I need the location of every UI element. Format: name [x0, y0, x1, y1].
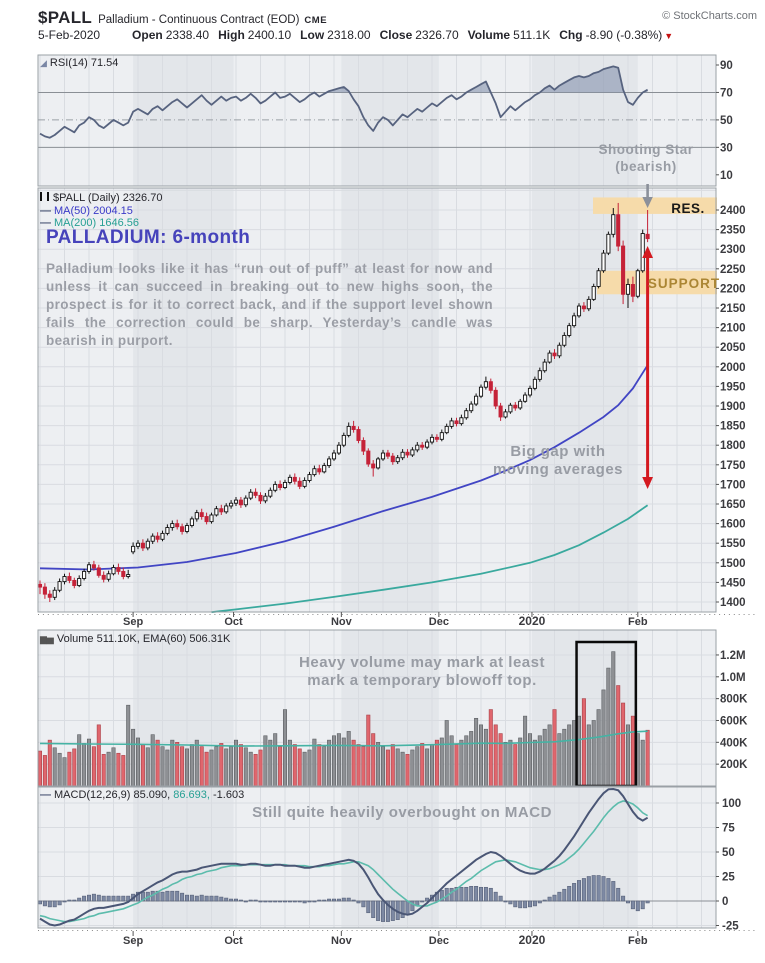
- svg-text:800K: 800K: [720, 694, 748, 706]
- svg-text:Oct: Oct: [224, 935, 243, 947]
- svg-text:Dec: Dec: [429, 935, 449, 947]
- macd-overbought-note: Still quite heavily overbought on MACD: [252, 804, 552, 821]
- svg-text:1400: 1400: [720, 597, 746, 609]
- svg-text:2400: 2400: [720, 205, 746, 217]
- chart-date: 5-Feb-2020: [38, 28, 101, 42]
- svg-text:50: 50: [722, 847, 735, 859]
- svg-text:1600: 1600: [720, 519, 746, 531]
- exchange-label: CME: [304, 15, 328, 26]
- big-gap-note-line2: moving averages: [492, 461, 624, 478]
- svg-text:1650: 1650: [720, 499, 746, 511]
- svg-text:2050: 2050: [720, 342, 746, 354]
- big-gap-note-line1: Big gap with: [510, 443, 606, 460]
- shooting-star-note-line1: Shooting Star: [598, 142, 694, 157]
- price-legend-ma50: — MA(50) 2004.15: [40, 204, 133, 217]
- svg-text:Dec: Dec: [429, 616, 449, 628]
- close-field: Close 2326.70: [379, 28, 459, 42]
- svg-text:-25: -25: [722, 921, 739, 933]
- svg-text:2000: 2000: [720, 362, 746, 374]
- svg-text:1900: 1900: [720, 401, 746, 413]
- svg-text:Nov: Nov: [331, 616, 353, 628]
- svg-text:25: 25: [722, 872, 735, 884]
- price-legend: $PALL (Daily) 2326.70 — MA(50) 2004.15 — M…: [40, 192, 162, 230]
- ma50-line-icon: —: [40, 204, 51, 217]
- shooting-star-note-line2: (bearish): [615, 159, 677, 174]
- resistance-label: RES.: [671, 201, 705, 216]
- svg-text:2100: 2100: [720, 323, 746, 335]
- svg-text:100: 100: [722, 798, 741, 810]
- volume-bars-icon: ▆▅: [40, 634, 54, 644]
- svg-text:1.0M: 1.0M: [720, 672, 746, 684]
- svg-text:90: 90: [720, 60, 733, 72]
- ticker-symbol: $PALL: [38, 8, 93, 27]
- svg-text:50: 50: [720, 115, 733, 127]
- svg-text:30: 30: [720, 142, 733, 154]
- svg-text:1850: 1850: [720, 421, 746, 433]
- high-field: High 2400.10: [218, 28, 292, 42]
- rsi-legend: ◢ RSI(14) 71.54: [40, 57, 119, 69]
- svg-text:Feb: Feb: [628, 935, 648, 947]
- svg-text:400K: 400K: [720, 737, 748, 749]
- svg-text:1750: 1750: [720, 460, 746, 472]
- svg-text:1950: 1950: [720, 381, 746, 393]
- ticker-description: Palladium - Continuous Contract (EOD): [98, 14, 300, 26]
- macd-legend: — MACD(12,26,9) 85.090, 86.693, -1.603: [40, 789, 245, 801]
- svg-text:2300: 2300: [720, 244, 746, 256]
- change-down-icon: ▼: [664, 31, 674, 41]
- chart-header: $PALL Palladium - Continuous Contract (EO…: [38, 8, 327, 28]
- svg-text:600K: 600K: [720, 715, 748, 727]
- svg-text:2350: 2350: [720, 225, 746, 237]
- svg-text:200K: 200K: [720, 759, 748, 771]
- svg-text:2200: 2200: [720, 283, 746, 295]
- stockcharts-credit[interactable]: © StockCharts.com: [662, 10, 757, 22]
- svg-text:1800: 1800: [720, 440, 746, 452]
- svg-text:2020: 2020: [519, 614, 546, 628]
- svg-text:0: 0: [722, 896, 728, 908]
- price-legend-main: $PALL (Daily) 2326.70: [40, 192, 162, 205]
- svg-text:2250: 2250: [720, 264, 746, 276]
- svg-text:75: 75: [722, 823, 735, 835]
- volume-legend: ▆▅ Volume 511.10K, EMA(60) 506.31K: [40, 633, 231, 645]
- low-field: Low 2318.00: [300, 28, 371, 42]
- macd-line-icon: —: [40, 789, 51, 801]
- svg-text:Oct: Oct: [224, 616, 243, 628]
- svg-text:Feb: Feb: [628, 616, 648, 628]
- ohlc-row: 5-Feb-2020 Open 2338.40 High 2400.10 Low 23…: [38, 28, 673, 42]
- svg-text:Nov: Nov: [331, 935, 353, 947]
- chart-title-annotation: PALLADIUM: 6-month: [46, 227, 251, 248]
- svg-text:1700: 1700: [720, 479, 746, 491]
- svg-text:Sep: Sep: [123, 935, 143, 947]
- svg-text:2020: 2020: [519, 933, 546, 947]
- support-label: SUPPORT: [647, 276, 721, 291]
- svg-text:70: 70: [720, 87, 733, 99]
- svg-text:1500: 1500: [720, 558, 746, 570]
- open-field: Open 2338.40: [132, 28, 210, 42]
- svg-text:1550: 1550: [720, 538, 746, 550]
- volume-field: Volume 511.1K: [467, 28, 551, 42]
- rsi-area-icon: ◢: [40, 58, 47, 68]
- ma200-line-icon: —: [40, 217, 51, 229]
- svg-text:Sep: Sep: [123, 616, 143, 628]
- heavy-volume-note-line1: Heavy volume may mark at least: [299, 654, 545, 671]
- svg-text:1450: 1450: [720, 577, 746, 589]
- svg-text:2150: 2150: [720, 303, 746, 315]
- price-legend-ma200: — MA(200) 1646.56: [40, 217, 139, 229]
- heavy-volume-note-line2: mark a temporary blowoff top.: [307, 672, 537, 689]
- svg-text:1.2M: 1.2M: [720, 650, 746, 662]
- commentary-paragraph: Palladium looks like it has “run out of …: [46, 261, 493, 348]
- candlestick-icon: [40, 192, 49, 201]
- svg-text:10: 10: [720, 170, 733, 182]
- change-field: Chg -8.90 (-0.38%) ▼: [559, 28, 674, 42]
